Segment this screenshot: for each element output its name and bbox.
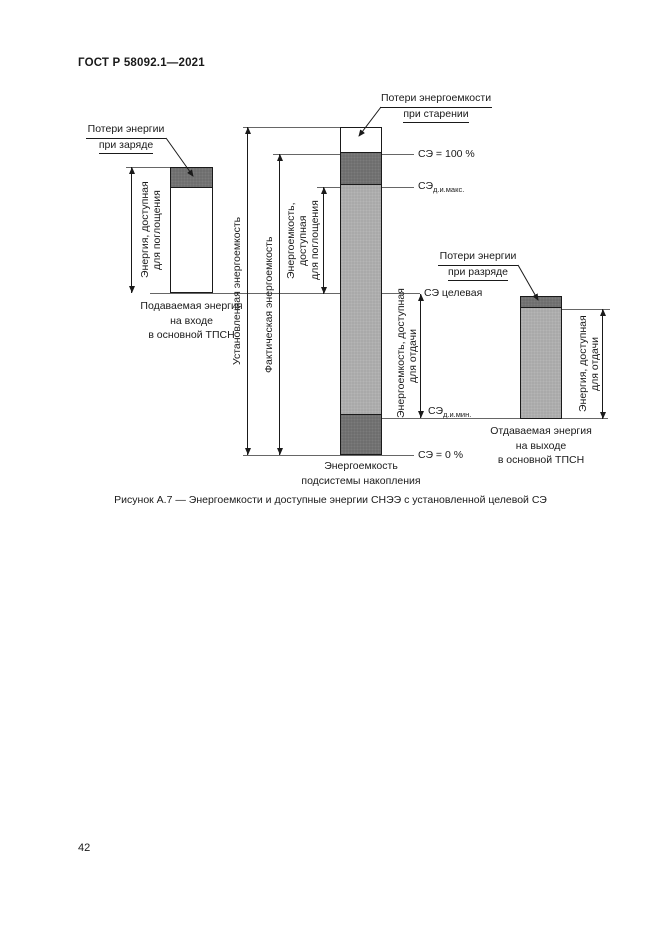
ref-line-installed-top: [243, 127, 340, 128]
upper-reserve-section: [341, 153, 381, 185]
output-energy-body-section: [521, 308, 561, 418]
page-number: 42: [78, 842, 91, 854]
aging-loss-section: [341, 128, 381, 153]
input-energy-bar: [170, 167, 213, 293]
ref-line-se0: [243, 455, 414, 456]
available-capacity-section: [341, 185, 381, 415]
storage-caption-line2: подсистемы накопления: [301, 474, 421, 487]
output-bar-caption: Отдаваемая энергия на выходе в основной …: [461, 424, 621, 468]
level-se100-text: СЭ = 100 %: [418, 148, 475, 160]
ref-line-se100-right: [382, 154, 414, 155]
label-capacity-absorb-line3: для поглощения: [309, 200, 321, 281]
callout-charge-loss: Потери энергии при заряде: [86, 123, 166, 154]
dim-arrow-installed-capacity: [244, 127, 251, 455]
document-header: ГОСТ Р 58092.1—2021: [78, 57, 205, 69]
level-label-se100: СЭ = 100 %: [418, 148, 475, 162]
dim-arrow-energy-discharge: [599, 309, 606, 419]
level-dimax-sub: д.и.макс.: [433, 185, 465, 195]
output-caption-line3: в основной ТПСН: [497, 454, 585, 466]
level-label-dimax: СЭд.и.макс.: [418, 180, 464, 194]
ref-line-input-bar-top: [126, 167, 170, 168]
output-caption-line2: на выходе: [515, 439, 567, 452]
input-energy-body-section: [171, 188, 212, 292]
storage-bar-caption: Энергоемкость подсистемы накопления: [281, 459, 441, 488]
callout-discharge-line1: Потери энергии: [438, 250, 518, 266]
output-energy-bar: [520, 296, 562, 419]
input-caption-line3: в основной ТПСН: [148, 329, 235, 341]
dim-arrow-energy-absorb: [128, 167, 135, 293]
input-bar-caption: Подаваемая энергия на входе в основной Т…: [111, 299, 272, 343]
label-energy-discharge-line2: для отдачи: [589, 337, 601, 391]
figure-caption: Рисунок А.7 — Энергоемкости и доступные …: [114, 494, 547, 506]
callout-charge-line2: при заряде: [98, 139, 154, 154]
level-label-target: СЭ целевая: [424, 287, 482, 301]
charge-loss-section: [171, 168, 212, 188]
storage-capacity-bar: [340, 127, 382, 455]
level-dimin-text: СЭ: [428, 405, 444, 417]
discharge-loss-section: [521, 297, 561, 308]
ref-line-se100-left: [273, 154, 340, 155]
callout-aging-line2: при старении: [403, 108, 469, 123]
dim-arrow-actual-capacity: [276, 154, 283, 455]
callout-discharge-loss: Потери энергии при разряде: [438, 250, 518, 281]
callout-aging-line1: Потери энергоемкости: [380, 92, 492, 108]
ref-line-output-loss-bottom: [562, 309, 610, 310]
ref-line-dimax-left: [317, 187, 340, 188]
callout-aging-loss: Потери энергоемкости при старении: [380, 92, 492, 123]
dim-arrow-capacity-discharge: [417, 294, 424, 418]
input-caption-line2: на входе: [170, 314, 213, 327]
ref-line-target: [150, 293, 420, 294]
callout-discharge-line2: при разряде: [447, 266, 509, 281]
level-label-dimin: СЭд.и.мин.: [428, 405, 471, 419]
label-installed-capacity: Установленная энергоемкость: [231, 216, 243, 366]
label-capacity-discharge-line2: для отдачи: [407, 329, 419, 383]
output-caption-line1: Отдаваемая энергия: [490, 425, 592, 437]
label-energy-absorb-line2: для поглощения: [151, 190, 163, 270]
level-se0-text: СЭ = 0 %: [418, 449, 464, 461]
input-caption-line1: Подаваемая энергия: [140, 300, 243, 312]
level-label-se0: СЭ = 0 %: [418, 449, 463, 463]
dim-arrow-capacity-absorb: [320, 187, 327, 294]
callout-charge-line1: Потери энергии: [86, 123, 166, 139]
ref-line-dimin: [382, 418, 608, 419]
discharge-loss-leader-line: [517, 264, 539, 301]
lower-reserve-section: [341, 415, 381, 454]
level-target-text: СЭ целевая: [424, 287, 483, 299]
ref-line-dimax-right: [382, 187, 414, 188]
level-dimax-text: СЭ: [418, 180, 434, 192]
level-dimin-sub: д.и.мин.: [443, 410, 472, 420]
storage-caption-line1: Энергоемкость: [324, 460, 398, 472]
